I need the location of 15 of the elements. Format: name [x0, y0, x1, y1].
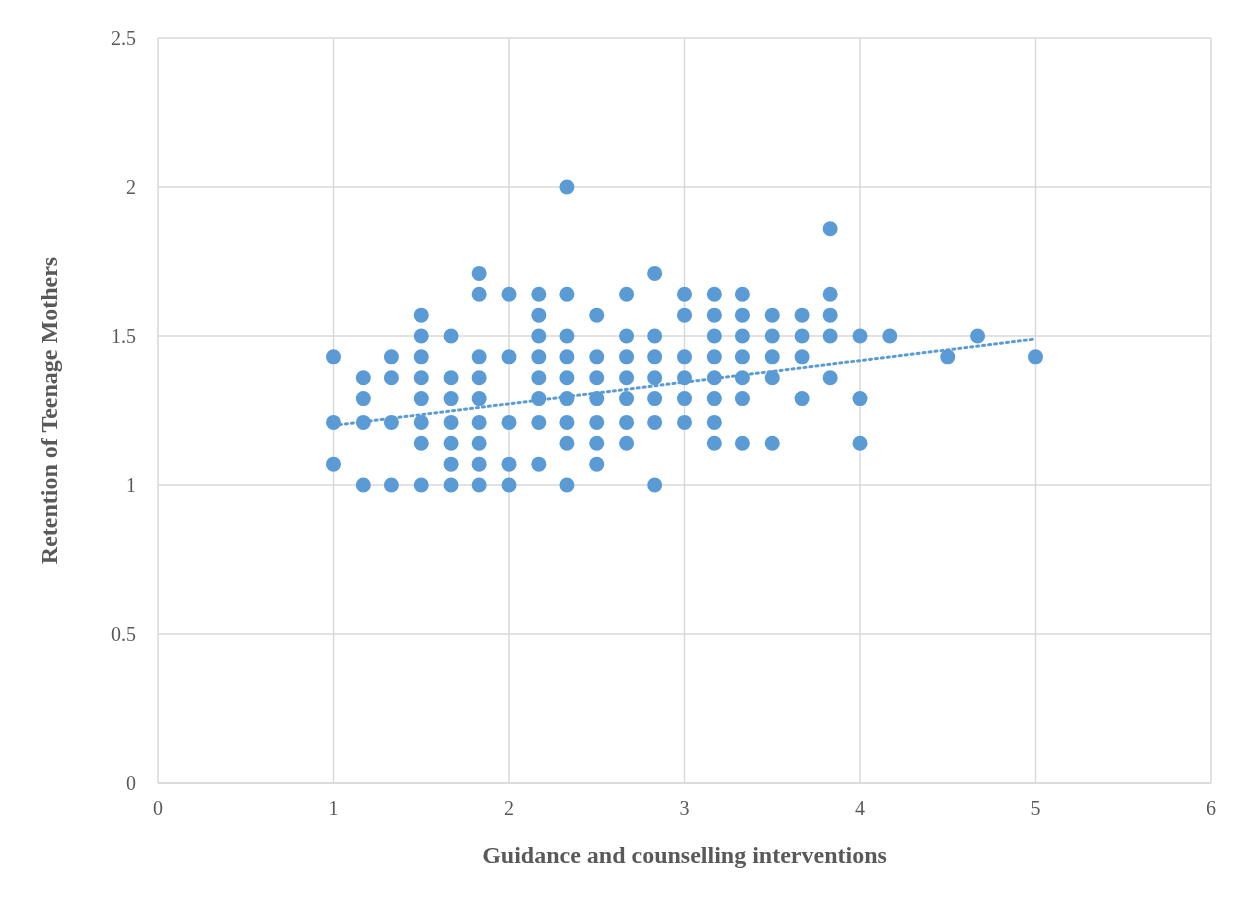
y-tick-label: 1.5 — [111, 325, 136, 348]
y-tick-label: 1 — [126, 474, 136, 497]
x-tick-label: 1 — [328, 797, 339, 820]
y-tick-label: 2.5 — [111, 27, 136, 50]
y-tick-label: 0 — [126, 772, 136, 795]
x-tick-label: 0 — [153, 797, 163, 820]
x-tick-label: 2 — [504, 797, 514, 820]
x-tick-label: 3 — [679, 797, 690, 820]
x-tick-label: 5 — [1030, 797, 1041, 820]
y-tick-label: 0.5 — [111, 623, 136, 646]
x-axis-title: Guidance and counselling interventions — [482, 842, 887, 868]
x-tick-label: 6 — [1206, 797, 1216, 820]
y-axis-title: Retention of Teenage Mothers — [35, 256, 62, 565]
y-tick-label: 2 — [126, 176, 136, 199]
x-tick-label: 4 — [855, 797, 865, 820]
